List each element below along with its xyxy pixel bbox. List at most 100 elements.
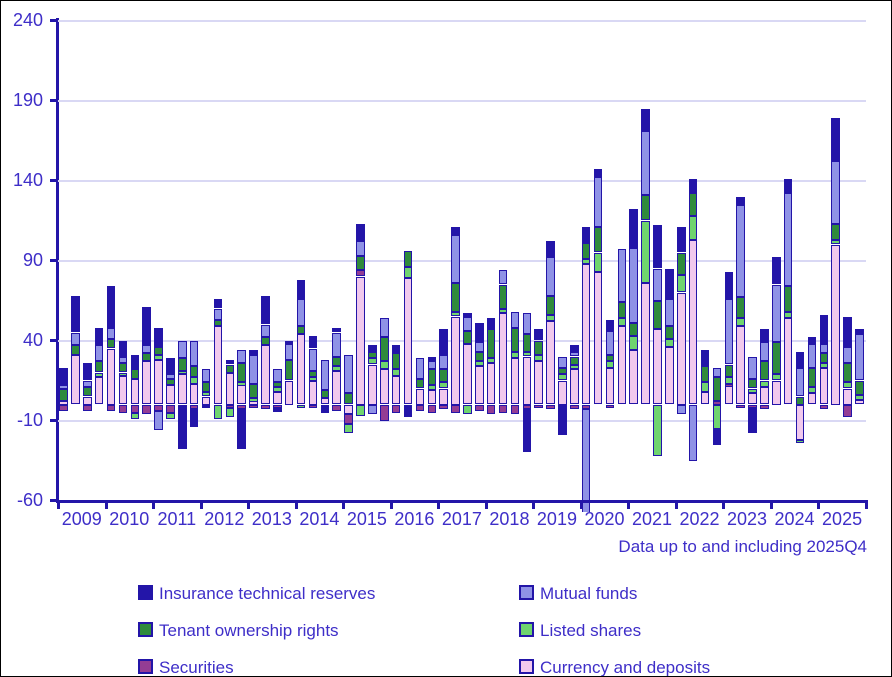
bar-2023Q3-currency-and-deposits[interactable] (748, 393, 757, 405)
bar-2018Q2-securities[interactable] (498, 404, 508, 413)
bar-2010Q2-securities[interactable] (118, 404, 128, 413)
bar-2012Q1-listed-shares[interactable] (201, 391, 211, 397)
bar-2011Q3-mutual-funds[interactable] (178, 340, 187, 359)
bar-2025Q3-securities[interactable] (843, 404, 852, 418)
bar-2011Q4-mutual-funds[interactable] (189, 340, 199, 367)
bar-2013Q2-insurance-technical-reserves[interactable] (261, 295, 270, 325)
bar-2018Q1-currency-and-deposits[interactable] (486, 362, 496, 405)
bar-2015Q2-listed-shares[interactable] (356, 404, 365, 416)
bar-2014Q2-tenant-ownership-rights[interactable] (308, 370, 318, 378)
bar-2017Q2-listed-shares[interactable] (451, 311, 460, 317)
bar-2025Q3-insurance-technical-reserves[interactable] (843, 316, 852, 347)
bar-2014Q2-mutual-funds[interactable] (308, 348, 318, 371)
bar-2022Q3-currency-and-deposits[interactable] (700, 391, 710, 405)
bar-2021Q4-currency-and-deposits[interactable] (665, 346, 674, 405)
bar-2009Q1-currency-and-deposits[interactable] (59, 401, 68, 405)
bar-2011Q4-listed-shares[interactable] (189, 377, 199, 384)
bar-2021Q4-insurance-technical-reserves[interactable] (665, 268, 674, 299)
bar-2020Q4-tenant-ownership-rights[interactable] (617, 302, 627, 319)
bar-2022Q4-listed-shares[interactable] (712, 404, 722, 429)
bar-2022Q2-listed-shares[interactable] (688, 215, 698, 240)
bar-2010Q4-mutual-funds[interactable] (142, 345, 151, 354)
bar-2018Q4-insurance-technical-reserves[interactable] (522, 409, 532, 453)
bar-2015Q3-listed-shares[interactable] (368, 358, 377, 365)
bar-2009Q2-tenant-ownership-rights[interactable] (71, 345, 80, 355)
bar-2017Q4-listed-shares[interactable] (475, 361, 484, 367)
bar-2016Q1-tenant-ownership-rights[interactable] (391, 353, 401, 370)
bar-2017Q1-mutual-funds[interactable] (439, 354, 448, 370)
bar-2020Q1-tenant-ownership-rights[interactable] (581, 242, 591, 259)
bar-2015Q2-securities[interactable] (356, 270, 365, 277)
bar-2023Q1-mutual-funds[interactable] (724, 298, 734, 365)
bar-2025Q4-tenant-ownership-rights[interactable] (855, 380, 864, 395)
bar-2012Q2-mutual-funds[interactable] (213, 308, 223, 320)
bar-2010Q3-insurance-technical-reserves[interactable] (130, 354, 140, 370)
bar-2012Q3-insurance-technical-reserves[interactable] (225, 359, 235, 365)
bar-2013Q1-mutual-funds[interactable] (249, 354, 258, 384)
bar-2009Q4-tenant-ownership-rights[interactable] (94, 361, 104, 373)
bar-2015Q1-listed-shares[interactable] (344, 423, 353, 434)
bar-2018Q2-currency-and-deposits[interactable] (498, 313, 508, 405)
bar-2019Q2-insurance-technical-reserves[interactable] (546, 241, 555, 258)
bar-2018Q2-mutual-funds[interactable] (498, 270, 508, 285)
bar-2009Q2-currency-and-deposits[interactable] (71, 354, 80, 405)
bar-2022Q4-securities[interactable] (712, 401, 722, 405)
bar-2023Q4-securities[interactable] (760, 404, 769, 410)
bar-2019Q4-mutual-funds[interactable] (570, 351, 579, 357)
bar-2020Q4-currency-and-deposits[interactable] (617, 326, 627, 405)
bar-2023Q3-securities[interactable] (748, 404, 757, 408)
bar-2010Q4-tenant-ownership-rights[interactable] (142, 353, 151, 362)
bar-2012Q1-tenant-ownership-rights[interactable] (201, 382, 211, 392)
bar-2014Q1-currency-and-deposits[interactable] (296, 334, 306, 405)
bar-2010Q4-currency-and-deposits[interactable] (142, 361, 151, 405)
bar-2021Q2-currency-and-deposits[interactable] (641, 282, 650, 405)
bar-2010Q1-mutual-funds[interactable] (106, 327, 116, 339)
bar-2015Q4-securities[interactable] (380, 404, 389, 421)
bar-2015Q4-currency-and-deposits[interactable] (380, 369, 389, 405)
bar-2021Q2-tenant-ownership-rights[interactable] (641, 194, 650, 221)
bar-2009Q4-insurance-technical-reserves[interactable] (94, 327, 104, 346)
bar-2019Q4-insurance-technical-reserves[interactable] (570, 345, 579, 352)
bar-2014Q1-insurance-technical-reserves[interactable] (296, 279, 306, 299)
bar-2023Q4-tenant-ownership-rights[interactable] (760, 361, 769, 381)
bar-2019Q2-listed-shares[interactable] (546, 314, 555, 322)
bar-2021Q3-listed-shares[interactable] (653, 404, 662, 456)
bar-2024Q1-currency-and-deposits[interactable] (772, 380, 781, 405)
bar-2020Q3-securities[interactable] (605, 404, 615, 408)
bar-2023Q2-insurance-technical-reserves[interactable] (736, 196, 745, 205)
bar-2016Q1-insurance-technical-reserves[interactable] (391, 345, 401, 354)
bar-2020Q1-listed-shares[interactable] (581, 258, 591, 264)
bar-2013Q3-listed-shares[interactable] (273, 386, 282, 392)
bar-2024Q3-mutual-funds[interactable] (795, 367, 805, 397)
bar-2017Q3-mutual-funds[interactable] (463, 316, 472, 331)
bar-2020Q1-insurance-technical-reserves[interactable] (581, 226, 591, 243)
bar-2011Q4-tenant-ownership-rights[interactable] (189, 366, 199, 378)
bar-2023Q1-insurance-technical-reserves[interactable] (724, 271, 734, 299)
bar-2014Q4-securities[interactable] (332, 404, 341, 411)
bar-2025Q4-listed-shares[interactable] (855, 394, 864, 400)
bar-2009Q4-currency-and-deposits[interactable] (94, 377, 104, 405)
bar-2011Q2-tenant-ownership-rights[interactable] (166, 378, 175, 386)
bar-2014Q3-insurance-technical-reserves[interactable] (320, 404, 330, 413)
bar-2018Q4-listed-shares[interactable] (522, 351, 532, 357)
bar-2025Q3-mutual-funds[interactable] (843, 346, 852, 363)
bar-2017Q2-tenant-ownership-rights[interactable] (451, 282, 460, 312)
bar-2019Q1-securities[interactable] (534, 404, 543, 408)
bar-2025Q2-mutual-funds[interactable] (831, 161, 840, 224)
bar-2014Q4-tenant-ownership-rights[interactable] (332, 356, 341, 367)
bar-2023Q4-currency-and-deposits[interactable] (760, 386, 769, 405)
bar-2016Q3-currency-and-deposits[interactable] (415, 388, 425, 405)
bar-2018Q3-mutual-funds[interactable] (510, 311, 520, 328)
bar-2010Q2-mutual-funds[interactable] (118, 356, 128, 363)
bar-2017Q2-securities[interactable] (451, 404, 460, 413)
bar-2012Q3-securities[interactable] (225, 404, 235, 408)
bar-2023Q1-tenant-ownership-rights[interactable] (724, 364, 734, 378)
bar-2013Q3-currency-and-deposits[interactable] (273, 391, 282, 405)
bar-2017Q4-currency-and-deposits[interactable] (475, 366, 484, 405)
bar-2018Q4-mutual-funds[interactable] (522, 313, 532, 335)
bar-2021Q3-tenant-ownership-rights[interactable] (653, 300, 662, 330)
bar-2019Q2-mutual-funds[interactable] (546, 257, 555, 296)
bar-2015Q3-currency-and-deposits[interactable] (368, 364, 377, 405)
bar-2016Q2-currency-and-deposits[interactable] (403, 278, 413, 405)
bar-2024Q3-tenant-ownership-rights[interactable] (795, 396, 805, 405)
